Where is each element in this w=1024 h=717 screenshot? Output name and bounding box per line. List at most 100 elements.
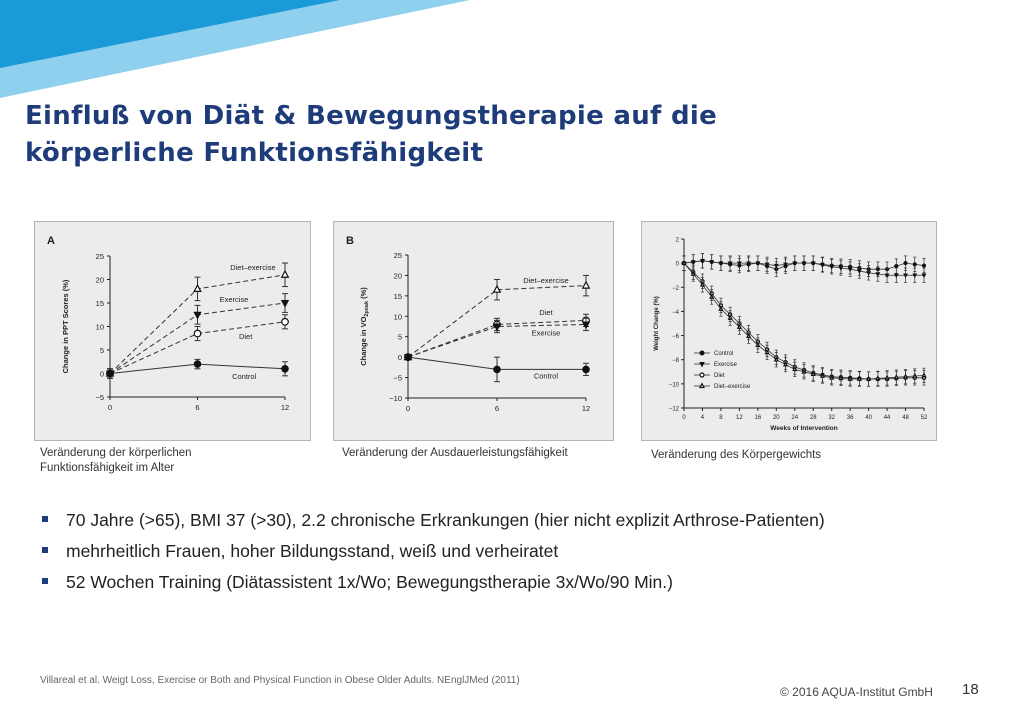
panel-letter: B	[346, 235, 354, 247]
legend-marker	[699, 350, 705, 356]
series-label: Control	[534, 371, 559, 380]
bullet-text: 52 Wochen Training (Diätassistent 1x/Wo;…	[66, 572, 673, 592]
data-point	[764, 262, 770, 268]
data-point	[746, 261, 752, 267]
chart-c-legend: Control Exercise Diet Diet–exercise	[694, 350, 751, 390]
x-tick-label: 0	[406, 404, 410, 413]
data-point	[921, 372, 927, 378]
data-point	[856, 375, 862, 381]
data-point	[902, 373, 909, 379]
header-band-dark	[0, 0, 340, 68]
y-tick-label: −12	[669, 407, 680, 413]
x-tick-label: 16	[755, 415, 762, 421]
data-point	[492, 323, 502, 332]
y-axis-label: Weight Change (%)	[654, 296, 660, 351]
data-point	[736, 261, 742, 267]
slide-title-line1: Einfluß von Diät & Bewegungstherapie auf…	[25, 101, 718, 131]
y-axis-label: Change in PPT Scores (%)	[61, 279, 70, 373]
slide-title-line2: körperliche Funktionsfähigkeit	[25, 138, 484, 168]
x-tick-label: 4	[701, 415, 705, 421]
y-tick-label: 20	[394, 271, 402, 280]
data-point	[893, 273, 899, 279]
y-tick-label: −2	[672, 286, 680, 292]
data-point	[746, 333, 752, 338]
series-exercise: Exercise	[403, 317, 591, 363]
x-tick-label: 0	[682, 415, 686, 421]
y-tick-label: 10	[394, 312, 402, 321]
x-tick-label: 12	[582, 404, 590, 413]
x-tick-label: 20	[773, 415, 780, 421]
series-label: Diet–exercise	[523, 276, 568, 285]
reference-text: Villareal et al. Weigt Loss, Exercise or…	[40, 675, 520, 686]
y-tick-label: 5	[398, 333, 402, 342]
data-point	[193, 311, 202, 320]
series-diet-exercise	[681, 255, 927, 387]
x-tick-label: 12	[736, 415, 743, 421]
legend-label: Diet	[714, 373, 725, 379]
data-point	[736, 323, 742, 329]
y-tick-label: 15	[96, 299, 104, 308]
y-tick-label: 15	[394, 292, 402, 301]
data-point	[709, 293, 715, 299]
chart-b: B −10 −5 0 5 10 15 20 25 0 6 12 Change in VO2peak (%…	[346, 235, 591, 413]
series-label: Diet–exercise	[230, 263, 275, 272]
data-point	[755, 342, 761, 348]
caption-a-line1: Veränderung der körperlichen	[40, 447, 192, 459]
data-point	[581, 280, 591, 289]
data-point	[912, 262, 917, 267]
series-control: Control	[404, 353, 590, 383]
y-axis-label-main: Change in VO	[359, 316, 368, 365]
data-point	[773, 263, 779, 269]
legend-label: Exercise	[714, 362, 738, 368]
x-tick-label: 8	[719, 415, 723, 421]
data-point	[792, 366, 798, 372]
series-label: Control	[232, 372, 257, 381]
data-point	[921, 273, 927, 279]
data-point	[193, 329, 202, 338]
header-band	[0, 0, 470, 98]
data-point	[281, 365, 289, 373]
chart-a-panel: A −5 0 5 10 15 20 25 0 6 12 Change in PPT Scores (%…	[34, 221, 311, 441]
data-point	[884, 374, 890, 380]
data-point	[280, 300, 290, 308]
data-point	[755, 261, 761, 267]
y-tick-label: 0	[100, 370, 104, 379]
x-tick-label: 52	[921, 415, 928, 421]
data-point	[921, 263, 927, 268]
data-point	[690, 270, 696, 276]
x-tick-label: 6	[495, 404, 499, 413]
data-point	[718, 261, 724, 267]
series-line	[407, 285, 587, 358]
data-point	[912, 273, 918, 279]
chart-c-panel: 2 0 −2 −4 −6 −8 −10 −12 0 4 8 12 16 20 24 28 32 36 40 44 48 5…	[641, 221, 937, 441]
chart-b-panel: B −10 −5 0 5 10 15 20 25 0 6 12 Change in VO2peak (%…	[333, 221, 614, 441]
data-point	[856, 269, 862, 274]
caption-b: Veränderung der Ausdauerleistungsfähigke…	[342, 446, 568, 461]
data-point	[764, 349, 770, 355]
y-tick-label: 0	[676, 262, 680, 268]
data-point	[875, 375, 881, 381]
y-axis-label-sub: 2peak	[364, 300, 370, 317]
data-point	[792, 261, 798, 267]
y-tick-label: −10	[669, 382, 680, 388]
series-line	[407, 319, 587, 358]
series-exercise	[681, 253, 927, 283]
x-tick-label: 0	[108, 403, 112, 412]
series-line	[407, 323, 587, 358]
data-point	[801, 368, 807, 374]
data-point	[727, 261, 733, 267]
data-point	[582, 365, 590, 374]
caption-c: Veränderung des Körpergewichts	[651, 448, 821, 463]
y-tick-label: −6	[672, 334, 680, 340]
y-tick-label: −10	[389, 394, 402, 403]
data-point	[193, 360, 202, 368]
slide-title: Einfluß von Diät & Bewegungstherapie auf…	[25, 98, 925, 172]
series-label: Exercise	[220, 295, 249, 304]
y-axis-label: Change in VO2peak (%)	[359, 287, 370, 366]
bullet-square-icon	[42, 516, 48, 522]
bullet-list: 70 Jahre (>65), BMI 37 (>30), 2.2 chroni…	[40, 507, 1000, 600]
y-tick-label: 25	[394, 251, 402, 260]
data-point	[782, 361, 789, 367]
legend-marker	[699, 372, 705, 378]
x-tick-label: 40	[865, 415, 872, 421]
